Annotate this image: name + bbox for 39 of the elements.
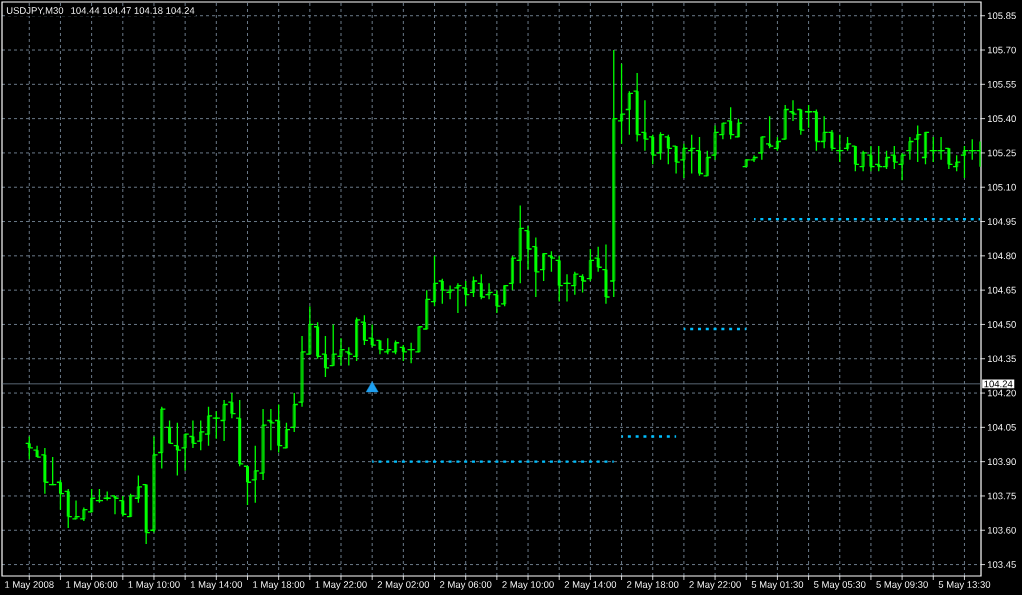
y-tick-label: 103.45 bbox=[987, 561, 1016, 568]
candlestick bbox=[129, 493, 133, 518]
x-tick-label: 5 May 13:30 bbox=[938, 581, 991, 590]
chart-subtitle: 104.44 104.47 104.18 104.24 bbox=[71, 7, 195, 14]
y-tick-label: 103.60 bbox=[987, 526, 1016, 534]
candlestick bbox=[503, 284, 507, 307]
y-tick-label: 104.50 bbox=[987, 321, 1016, 328]
x-tick-label: 1 May 10:00 bbox=[128, 581, 180, 590]
y-tick-label: 105.40 bbox=[987, 115, 1016, 122]
x-tick-label: 2 May 06:00 bbox=[440, 581, 492, 590]
x-tick-label: 2 May 18:00 bbox=[627, 581, 679, 590]
x-tick-label: 5 May 05:30 bbox=[814, 581, 866, 590]
y-tick-label: 105.85 bbox=[987, 12, 1016, 20]
x-tick-label: 1 May 22:00 bbox=[315, 581, 367, 590]
y-tick-label: 104.95 bbox=[987, 218, 1016, 225]
x-tick-label: 1 May 2008 bbox=[5, 581, 54, 590]
chart-title: USDJPY,M30 bbox=[6, 7, 64, 16]
x-tick-label: 5 May 09:30 bbox=[876, 581, 928, 590]
y-tick-label: 104.35 bbox=[987, 355, 1016, 363]
y-tick-label: 104.80 bbox=[987, 252, 1016, 260]
x-tick-label: 2 May 22:00 bbox=[689, 581, 741, 590]
x-tick-label: 1 May 18:00 bbox=[253, 581, 305, 590]
x-tick-label: 1 May 06:00 bbox=[66, 581, 118, 590]
y-tick-label: 103.90 bbox=[987, 458, 1016, 466]
x-tick-label: 5 May 01:30 bbox=[751, 581, 804, 590]
y-tick-label: 104.20 bbox=[987, 389, 1016, 397]
y-tick-label: 105.10 bbox=[987, 183, 1016, 191]
y-tick-label: 105.55 bbox=[987, 80, 1016, 88]
y-tick-label: 105.25 bbox=[987, 149, 1016, 157]
x-tick-label: 2 May 10:00 bbox=[502, 581, 554, 590]
x-tick-label: 2 May 02:00 bbox=[377, 581, 430, 590]
x-tick-label: 1 May 14:00 bbox=[190, 581, 243, 590]
y-tick-label: 103.75 bbox=[987, 492, 1016, 500]
x-tick-label: 2 May 14:00 bbox=[564, 581, 617, 590]
y-tick-label: 104.65 bbox=[987, 286, 1016, 294]
candlestick bbox=[417, 326, 421, 353]
ref-line-label: 104.24 bbox=[984, 380, 1013, 388]
y-tick-label: 105.70 bbox=[987, 46, 1016, 54]
y-tick-label: 104.05 bbox=[987, 423, 1016, 431]
